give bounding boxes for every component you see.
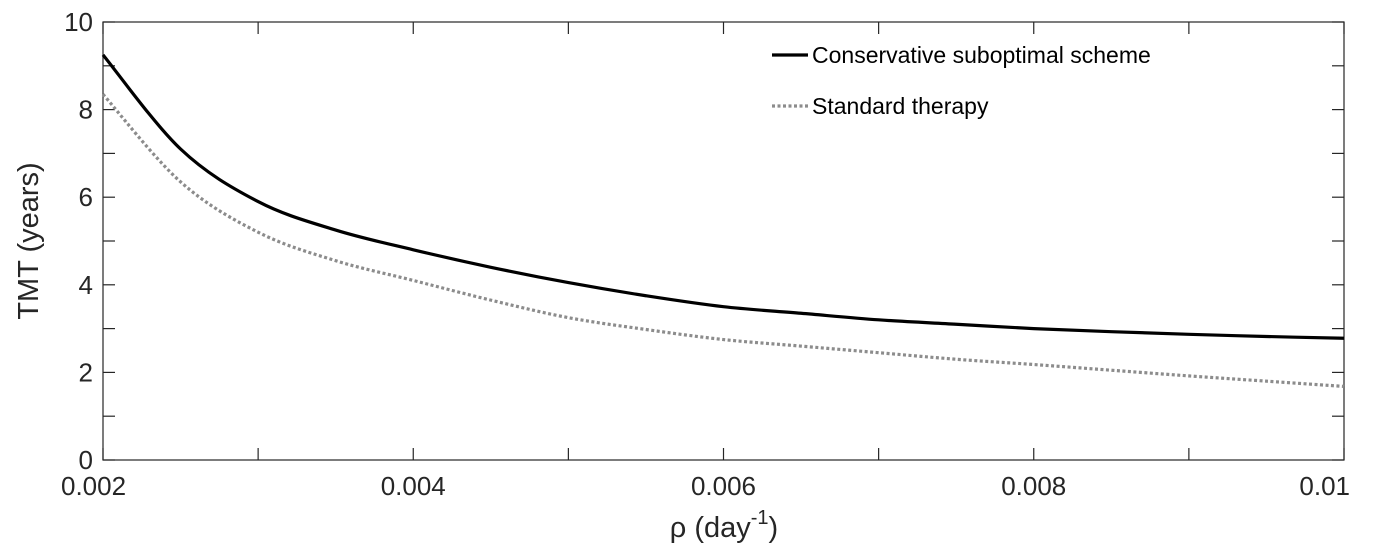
y-tick-label-1: 2	[79, 357, 93, 387]
series-line-0	[101, 53, 1345, 340]
x-tick-label-3: 0.008	[1001, 471, 1066, 501]
x-tick-label-4: 0.01	[1299, 471, 1350, 501]
legend-label-conservative: Conservative suboptimal scheme	[812, 42, 1151, 68]
legend: Conservative suboptimal scheme Standard …	[772, 42, 1151, 119]
x-axis-label-suffix: )	[769, 512, 779, 544]
y-tick-label-5: 10	[64, 7, 93, 37]
plot-area	[102, 21, 1345, 461]
y-axis-label: TMT (years)	[13, 162, 45, 319]
x-tick-label-0: 0.002	[61, 471, 126, 501]
y-tick-label-3: 6	[79, 182, 93, 212]
y-tick-label-2: 4	[79, 270, 93, 300]
x-axis-label-superscript: -1	[751, 507, 769, 529]
y-tick-label-0: 0	[79, 445, 93, 475]
x-axis-label: ρ (day-1)	[670, 507, 778, 544]
x-tick-label-1: 0.004	[381, 471, 446, 501]
series-layer	[101, 53, 1345, 389]
y-tick-label-4: 8	[79, 95, 93, 125]
x-ticks: 0.002 0.004 0.006 0.008 0.01	[61, 22, 1350, 501]
y-ticks: 0 2 4 6 8 10	[64, 7, 1344, 475]
x-tick-label-2: 0.006	[691, 471, 756, 501]
series-line-1	[101, 93, 1345, 389]
x-axis-label-main: ρ (day	[670, 512, 751, 544]
legend-label-standard: Standard therapy	[812, 93, 989, 119]
